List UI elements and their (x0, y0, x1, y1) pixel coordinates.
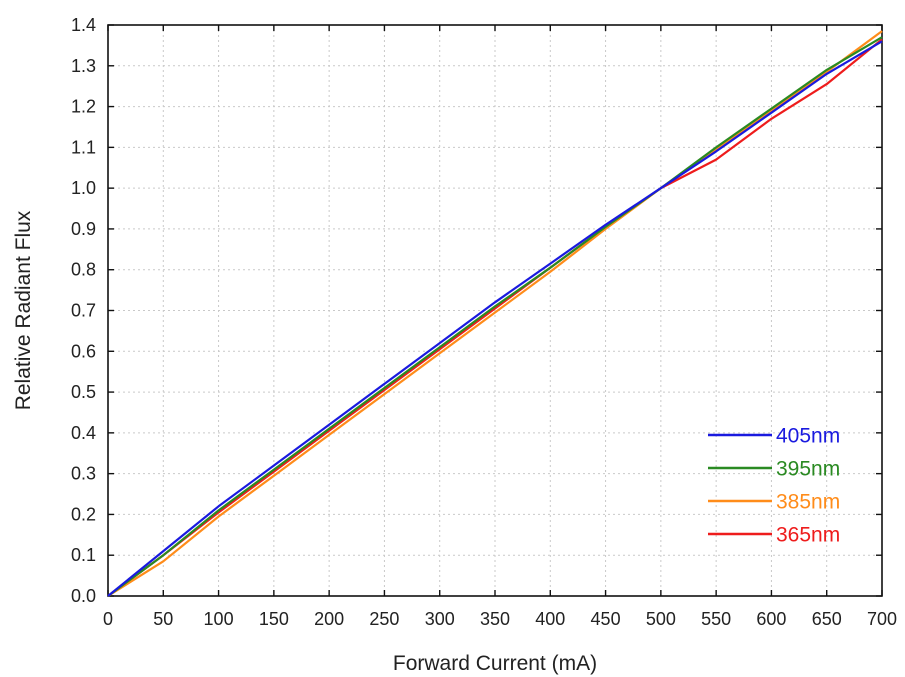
series-lines (107, 30, 883, 597)
series-line-385nm (107, 30, 883, 597)
y-tick-label: 0.3 (71, 464, 96, 484)
y-tick-label: 0.1 (71, 545, 96, 565)
y-tick-label: 0.4 (71, 423, 96, 443)
x-tick-label: 550 (701, 609, 731, 629)
x-tick-label: 200 (314, 609, 344, 629)
x-tick-label: 500 (646, 609, 676, 629)
y-axis-tick-labels: 0.0 0.1 0.2 0.3 0.4 0.5 0.6 0.7 0.8 0.9 1.0 1.1 1.2 1… (71, 15, 96, 606)
legend-label-365nm: 365nm (776, 524, 840, 547)
y-tick-label: 0.5 (71, 382, 96, 402)
y-tick-label: 0.2 (71, 504, 96, 524)
x-axis-title: Forward Current (mA) (393, 652, 597, 675)
y-tick-label: 0.9 (71, 219, 96, 239)
series-line-365nm (107, 38, 883, 597)
x-tick-label: 650 (812, 609, 842, 629)
axis-ticks (107, 24, 883, 597)
x-tick-label: 400 (535, 609, 565, 629)
y-tick-label: 1.4 (71, 15, 96, 35)
y-tick-label: 0.7 (71, 301, 96, 321)
legend-label-405nm: 405nm (776, 425, 840, 448)
x-tick-label: 300 (425, 609, 455, 629)
legend-label-395nm: 395nm (776, 458, 840, 481)
x-tick-label: 0 (103, 609, 113, 629)
legend-label-385nm: 385nm (776, 491, 840, 514)
x-tick-label: 50 (153, 609, 173, 629)
x-tick-label: 450 (591, 609, 621, 629)
x-tick-label: 100 (204, 609, 234, 629)
y-tick-label: 1.3 (71, 56, 96, 76)
legend: 405nm 395nm 385nm 365nm (708, 425, 840, 547)
x-tick-label: 700 (867, 609, 897, 629)
y-tick-label: 1.2 (71, 97, 96, 117)
series-line-405nm (107, 40, 883, 597)
x-tick-label: 150 (259, 609, 289, 629)
y-tick-label: 0.0 (71, 586, 96, 606)
x-tick-label: 600 (756, 609, 786, 629)
y-axis-title: Relative Radiant Flux (12, 210, 35, 410)
grid-lines (108, 25, 882, 596)
y-tick-label: 1.1 (71, 137, 96, 157)
x-tick-label: 350 (480, 609, 510, 629)
x-axis-tick-labels: 0 50 100 150 200 250 300 350 400 450 500 550 600 650 7… (103, 609, 897, 629)
y-tick-label: 1.0 (71, 178, 96, 198)
x-tick-label: 250 (369, 609, 399, 629)
y-tick-label: 0.8 (71, 260, 96, 280)
series-line-395nm (107, 36, 883, 597)
y-tick-label: 0.6 (71, 341, 96, 361)
